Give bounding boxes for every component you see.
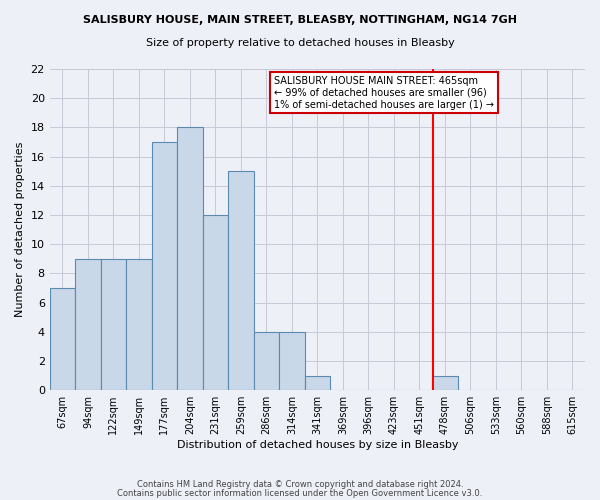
Bar xyxy=(432,376,458,390)
Text: Contains HM Land Registry data © Crown copyright and database right 2024.: Contains HM Land Registry data © Crown c… xyxy=(137,480,463,489)
Bar xyxy=(228,171,254,390)
Bar xyxy=(126,259,152,390)
Text: SALISBURY HOUSE MAIN STREET: 465sqm
← 99% of detached houses are smaller (96)
1%: SALISBURY HOUSE MAIN STREET: 465sqm ← 99… xyxy=(274,76,494,110)
Bar xyxy=(75,259,101,390)
X-axis label: Distribution of detached houses by size in Bleasby: Distribution of detached houses by size … xyxy=(176,440,458,450)
Y-axis label: Number of detached properties: Number of detached properties xyxy=(15,142,25,318)
Bar xyxy=(101,259,126,390)
Bar xyxy=(177,128,203,390)
Text: SALISBURY HOUSE, MAIN STREET, BLEASBY, NOTTINGHAM, NG14 7GH: SALISBURY HOUSE, MAIN STREET, BLEASBY, N… xyxy=(83,15,517,25)
Bar xyxy=(203,215,228,390)
Text: Contains public sector information licensed under the Open Government Licence v3: Contains public sector information licen… xyxy=(118,488,482,498)
Bar xyxy=(254,332,279,390)
Bar xyxy=(152,142,177,390)
Bar xyxy=(305,376,330,390)
Bar xyxy=(279,332,305,390)
Bar xyxy=(50,288,75,390)
Text: Size of property relative to detached houses in Bleasby: Size of property relative to detached ho… xyxy=(146,38,454,48)
